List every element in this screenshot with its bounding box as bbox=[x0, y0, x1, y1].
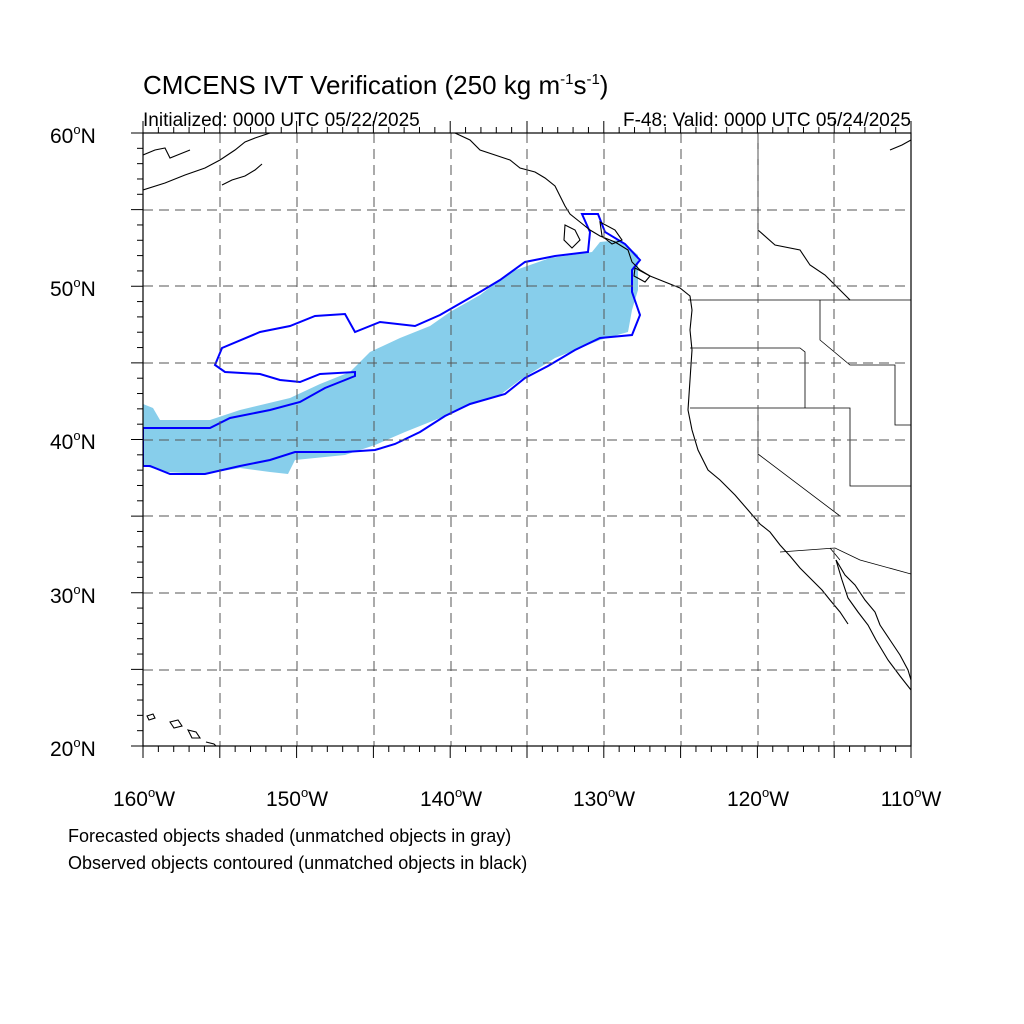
observed-object-contour bbox=[143, 213, 642, 475]
lat-label-40n: 40oN bbox=[50, 428, 96, 454]
initialized-label: Initialized: 0000 UTC 05/22/2025 bbox=[143, 110, 420, 131]
political-borders bbox=[688, 133, 911, 575]
lat-label-60n: 60oN bbox=[50, 122, 96, 148]
lon-label-120w: 120oW bbox=[726, 785, 790, 811]
forecast-object-shading bbox=[143, 240, 638, 474]
legend-note-observed: Observed objects contoured (unmatched ob… bbox=[68, 853, 528, 873]
valid-time-label: F-48: Valid: 0000 UTC 05/24/2025 bbox=[623, 110, 911, 131]
coastlines bbox=[143, 133, 911, 746]
lon-label-140w: 140oW bbox=[419, 785, 483, 811]
figure-title: CMCENS IVT Verification (250 kg m-1s-1) bbox=[143, 70, 609, 100]
lat-label-30n: 30oN bbox=[50, 582, 96, 608]
lon-label-150w: 150oW bbox=[265, 785, 329, 811]
graticule bbox=[143, 133, 911, 746]
lon-label-130w: 130oW bbox=[572, 785, 636, 811]
lat-label-20n: 20oN bbox=[50, 735, 96, 761]
legend-note-forecast: Forecasted objects shaded (unmatched obj… bbox=[68, 826, 512, 846]
lon-label-160w: 160oW bbox=[112, 785, 176, 811]
lat-label-50n: 50oN bbox=[50, 275, 96, 301]
lon-label-110w: 110oW bbox=[880, 785, 942, 811]
axis-ticks bbox=[131, 121, 912, 758]
